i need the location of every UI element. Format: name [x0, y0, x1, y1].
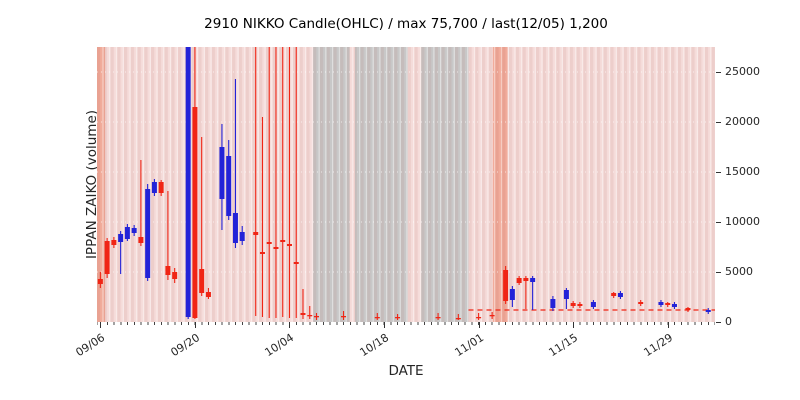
y-tick-mark	[716, 121, 721, 123]
candle-body	[563, 290, 569, 299]
candle-body	[300, 313, 306, 315]
x-tick-label: 09/20	[168, 331, 203, 360]
candle-body	[199, 269, 205, 293]
candle-body	[307, 315, 313, 317]
candle-body	[611, 293, 617, 296]
x-tick-mark	[289, 322, 291, 328]
candle-body	[590, 302, 596, 307]
candle-body	[314, 316, 320, 318]
candle-body	[658, 302, 664, 305]
candle-body	[192, 107, 198, 318]
candle-body	[395, 317, 401, 319]
candle-body	[226, 156, 232, 216]
candle-body	[97, 279, 103, 284]
candle-body	[374, 317, 380, 319]
candle-body	[280, 240, 286, 242]
candle-body	[145, 189, 151, 278]
candle-body	[219, 147, 225, 199]
x-tick-mark	[478, 322, 480, 328]
x-tick-label: 09/06	[73, 331, 108, 360]
candle-body	[638, 302, 644, 304]
plot-area	[97, 47, 715, 322]
y-tick-mark	[716, 321, 721, 323]
y-tick-mark	[716, 271, 721, 273]
candle-body	[205, 292, 211, 297]
candle-body	[516, 278, 522, 283]
candle-body	[503, 270, 509, 301]
y-tick-label: 10000	[725, 215, 760, 228]
candle-body	[435, 317, 441, 319]
y-tick-label: 25000	[725, 65, 760, 78]
candle-body	[232, 213, 238, 243]
candle-body	[671, 304, 677, 307]
y-tick-mark	[716, 221, 721, 223]
candle-body	[239, 232, 245, 241]
y-tick-label: 20000	[725, 115, 760, 128]
candle-body	[158, 182, 164, 193]
candle-body	[665, 303, 671, 305]
x-axis-label: DATE	[388, 363, 424, 379]
candle-body	[685, 308, 691, 310]
y-tick-label: 15000	[725, 165, 760, 178]
candles-svg	[97, 47, 715, 322]
candle-body	[273, 247, 279, 249]
candle-body	[124, 227, 130, 239]
candle-body	[259, 252, 265, 254]
candle-body	[185, 47, 191, 317]
x-tick-label: 11/29	[641, 331, 675, 360]
y-tick-mark	[716, 71, 721, 73]
y-tick-label: 0	[725, 315, 732, 328]
x-tick-label: 11/01	[452, 331, 486, 360]
candle-body	[489, 315, 495, 317]
candle-body	[705, 310, 711, 312]
x-tick-label: 10/18	[357, 331, 392, 360]
x-tick-mark	[667, 322, 669, 328]
candle-body	[577, 304, 583, 306]
candle-body	[266, 242, 272, 244]
candle-body	[172, 272, 178, 279]
x-tick-mark	[384, 322, 386, 328]
candle-body	[111, 240, 117, 245]
x-tick-mark	[573, 322, 575, 328]
x-tick-mark	[194, 322, 196, 328]
candle-body	[104, 241, 110, 274]
candle-body	[570, 303, 576, 306]
chart-title: 2910 NIKKO Candle(OHLC) / max 75,700 / l…	[204, 16, 608, 32]
x-tick-label: 11/15	[546, 331, 581, 360]
candle-body	[118, 234, 124, 242]
y-tick-label: 5000	[725, 265, 753, 278]
candle-body	[523, 278, 529, 281]
candle-body	[293, 262, 299, 264]
x-tick-label: 10/04	[262, 331, 297, 360]
candle-body	[509, 289, 515, 300]
y-tick-mark	[716, 171, 721, 173]
candle-body	[341, 316, 347, 318]
candle-body	[617, 293, 623, 297]
x-minor-ticks	[97, 322, 715, 325]
candle-body	[131, 228, 137, 233]
candle-body	[151, 182, 157, 193]
candle-body	[138, 237, 144, 243]
candle-body	[165, 266, 171, 275]
candle-body	[286, 244, 292, 246]
candle-body	[530, 278, 536, 282]
candle-body	[455, 318, 461, 320]
candle-body	[476, 317, 482, 319]
candle-body	[253, 232, 259, 235]
x-tick-mark	[100, 322, 102, 328]
candle-body	[550, 299, 556, 308]
